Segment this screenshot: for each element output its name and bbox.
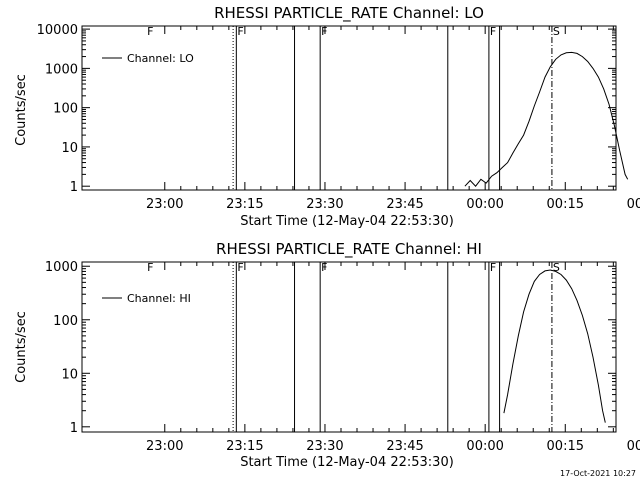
panel-hi-title: RHESSI PARTICLE_RATE Channel: HI (216, 240, 482, 259)
p2-flag-label-4: S (553, 261, 560, 274)
panel-lo-title: RHESSI PARTICLE_RATE Channel: LO (214, 4, 484, 23)
p2-flag-label-3: F (490, 261, 496, 274)
p1-ytick-label-0: 1 (70, 180, 78, 195)
p1-xtick-label-3: 23:45 (386, 197, 423, 212)
p1-xtick-label-1: 23:15 (226, 197, 263, 212)
p2-flag-label-1: F (237, 261, 243, 274)
p2-ytick-label-1: 10 (61, 367, 78, 382)
p2-xtick-label-5: 00:15 (547, 439, 584, 454)
panel-hi-plot-frame (81, 261, 617, 433)
p1-ytick-label-1: 10 (61, 141, 78, 156)
p1-flag-label-1: F (237, 25, 243, 38)
p1-xtick-label-4: 00:00 (466, 197, 503, 212)
p1-flag-label-3: F (490, 25, 496, 38)
p1-flag-label-2: F (321, 25, 327, 38)
p1-xtick-label-0: 23:00 (146, 197, 183, 212)
p2-xtick-label-0: 23:00 (146, 439, 183, 454)
p1-xtick-label-2: 23:30 (306, 197, 343, 212)
panel-hi-yticks: 1 10 100 1000 (45, 260, 616, 436)
p2-ytick-label-0: 1 (70, 421, 78, 436)
panel-lo-vlines (232, 26, 553, 190)
panel-lo-series-line (464, 51, 629, 187)
panel-lo: RHESSI PARTICLE_RATE Channel: LO 1101001… (14, 4, 640, 229)
panel-lo-plot-frame (81, 25, 617, 191)
p1-ytick-label-2: 100 (53, 102, 78, 117)
panel-hi-legend-label: Channel: HI (127, 292, 191, 305)
p1-ytick-label-3: 1000 (45, 62, 78, 77)
panel-hi-ylabel: Counts/sec (14, 311, 29, 383)
p2-xtick-label-2: 23:30 (306, 439, 343, 454)
panel-lo-legend-label: Channel: LO (127, 52, 194, 65)
p2-xtick-label-6: 00:30 (627, 439, 640, 454)
panel-hi-xticks: 23:00 23:15 23:30 23:45 00:00 00:15 00:30 (146, 262, 640, 454)
panel-lo-xticks: 23:00 23:15 23:30 23:45 00:00 00:15 00:30 (146, 26, 640, 212)
panel-hi: RHESSI PARTICLE_RATE Channel: HI 1101001… (14, 240, 640, 470)
panel-lo-yticks: 1 10 100 1000 10000 (37, 23, 616, 195)
panel-lo-xlabel: Start Time (12-May-04 22:53:30) (240, 214, 454, 229)
p2-ytick-label-3: 1000 (45, 260, 78, 275)
panel-hi-series-line (503, 269, 606, 423)
p1-xtick-label-6: 00:30 (627, 197, 640, 212)
p2-flag-label-2: F (321, 261, 327, 274)
p1-flag-label-4: S (553, 25, 560, 38)
p1-ytick-label-4: 10000 (37, 23, 78, 38)
p1-xtick-label-5: 00:15 (547, 197, 584, 212)
p2-xtick-label-4: 00:00 (466, 439, 503, 454)
p2-xtick-label-3: 23:45 (386, 439, 423, 454)
p2-xtick-label-1: 23:15 (226, 439, 263, 454)
panel-hi-vlines (232, 262, 553, 432)
panel-lo-ylabel: Counts/sec (14, 74, 29, 146)
p1-flag-label-0: F (147, 25, 153, 38)
p2-ytick-label-2: 100 (53, 314, 78, 329)
timestamp: 17-Oct-2021 10:27 (560, 469, 636, 478)
p2-flag-label-0: F (147, 261, 153, 274)
panel-hi-xlabel: Start Time (12-May-04 22:53:30) (240, 455, 454, 470)
